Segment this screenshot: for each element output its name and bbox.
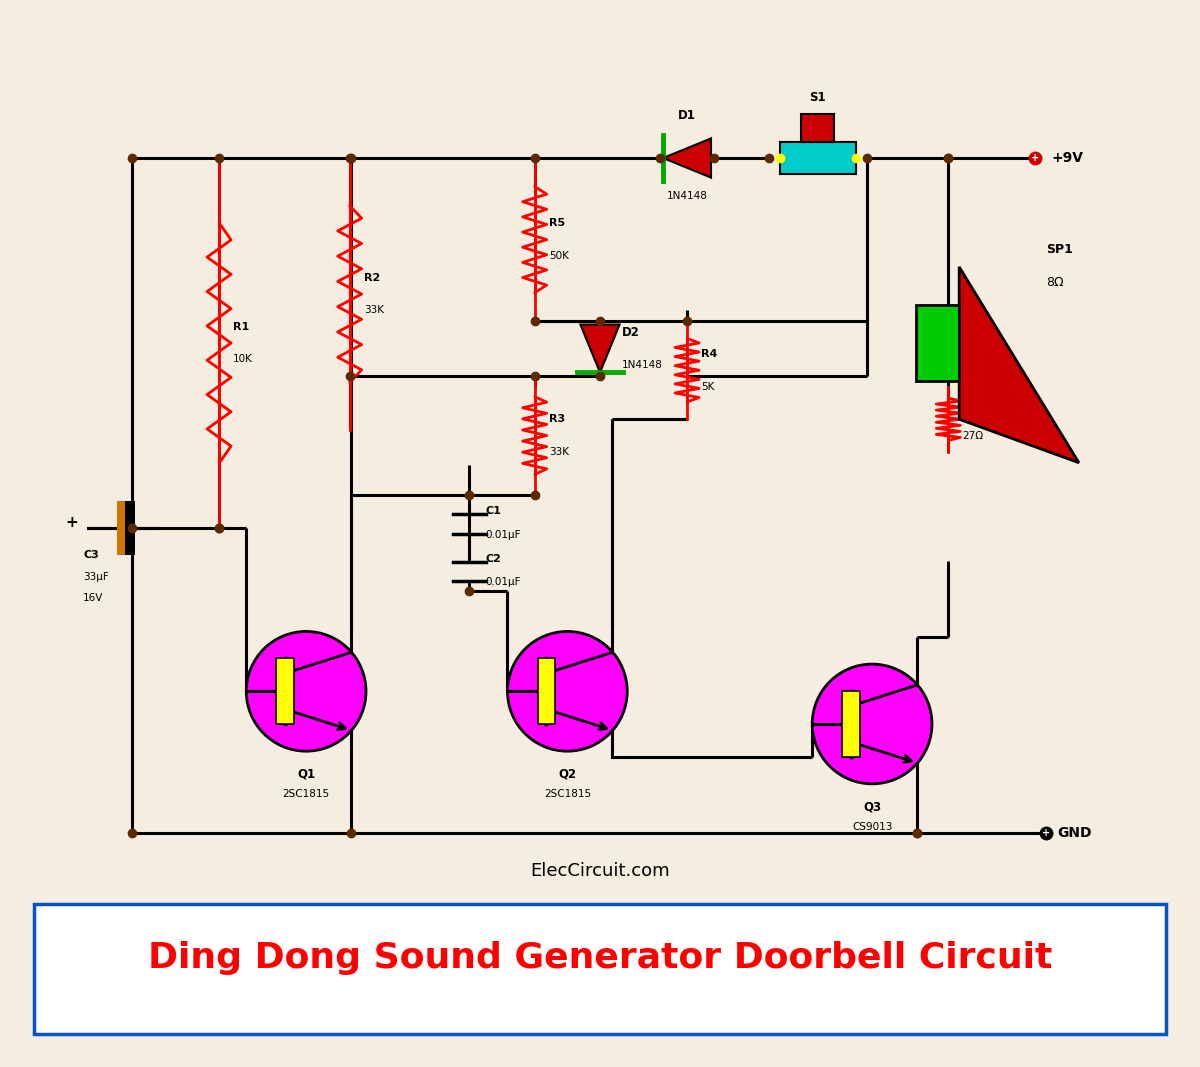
- Bar: [276, 658, 294, 724]
- Text: 16V: 16V: [83, 593, 103, 603]
- Circle shape: [812, 664, 932, 784]
- Polygon shape: [664, 139, 712, 177]
- Text: CS9013: CS9013: [852, 822, 893, 832]
- Text: 33K: 33K: [364, 305, 384, 316]
- Text: 10K: 10K: [233, 354, 253, 364]
- Bar: [116, 500, 126, 555]
- Bar: [916, 305, 959, 381]
- Text: C3: C3: [83, 550, 98, 560]
- Text: +9V: +9V: [1051, 152, 1084, 165]
- Text: 2SC1815: 2SC1815: [544, 790, 590, 799]
- Text: 0.01μF: 0.01μF: [486, 529, 521, 540]
- Text: R6: R6: [962, 398, 979, 408]
- Polygon shape: [959, 267, 1079, 463]
- Text: C1: C1: [486, 506, 502, 515]
- Text: Q1: Q1: [298, 767, 316, 780]
- Text: SP1: SP1: [1046, 243, 1073, 256]
- FancyBboxPatch shape: [34, 904, 1166, 1034]
- Bar: [842, 691, 860, 757]
- Text: 50K: 50K: [548, 251, 569, 261]
- Text: R1: R1: [233, 322, 250, 332]
- Text: ElecCircuit.com: ElecCircuit.com: [530, 862, 670, 880]
- Text: Q2: Q2: [558, 767, 576, 780]
- Text: Ding Dong Sound Generator Doorbell Circuit: Ding Dong Sound Generator Doorbell Circu…: [148, 941, 1052, 975]
- Text: R5: R5: [548, 219, 565, 228]
- Circle shape: [246, 632, 366, 751]
- Bar: [538, 658, 556, 724]
- Text: 0.01μF: 0.01μF: [486, 577, 521, 588]
- Bar: [802, 114, 834, 142]
- Text: 2SC1815: 2SC1815: [282, 790, 330, 799]
- Text: +: +: [66, 515, 78, 530]
- Text: D1: D1: [678, 109, 696, 122]
- Text: C2: C2: [486, 554, 502, 563]
- Polygon shape: [581, 324, 619, 372]
- Text: R2: R2: [364, 273, 380, 283]
- Text: 8Ω: 8Ω: [1046, 275, 1064, 288]
- Text: 1N4148: 1N4148: [667, 191, 708, 201]
- Bar: [126, 500, 136, 555]
- Text: 33K: 33K: [548, 447, 569, 457]
- Text: 33μF: 33μF: [83, 572, 109, 582]
- Text: 27Ω: 27Ω: [962, 431, 984, 441]
- Text: +: +: [1031, 153, 1039, 163]
- Text: 1N4148: 1N4148: [622, 360, 662, 370]
- Bar: [780, 142, 856, 174]
- Text: 5K: 5K: [701, 382, 714, 392]
- Text: R3: R3: [548, 414, 565, 425]
- Text: +: +: [1042, 828, 1050, 838]
- Circle shape: [508, 632, 628, 751]
- Text: D2: D2: [622, 325, 640, 338]
- Text: R4: R4: [701, 349, 718, 359]
- Text: S1: S1: [809, 91, 826, 103]
- Text: Q3: Q3: [863, 800, 881, 813]
- Text: GND: GND: [1057, 826, 1092, 840]
